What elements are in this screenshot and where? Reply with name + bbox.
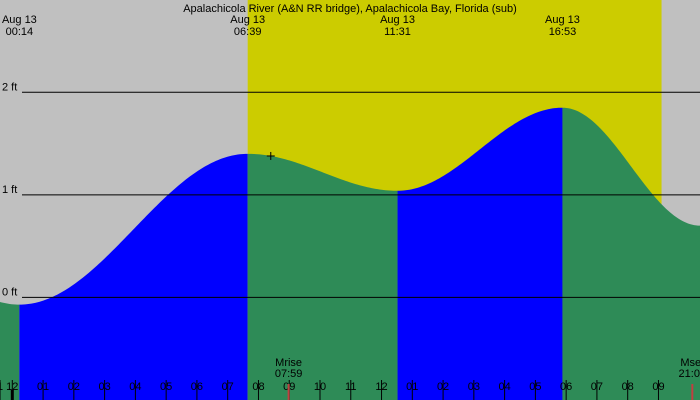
hour-tick-label: 01 <box>37 381 49 393</box>
hour-tick-label: 08 <box>622 381 634 393</box>
moon-event-time: 21:06 <box>679 368 700 380</box>
y-gridlines: 0 ft 1 ft 2 ft <box>2 81 700 298</box>
moon-event-name: Mset <box>680 357 700 369</box>
y-tick-label: 0 ft <box>2 286 17 298</box>
extreme-time-label: 11:31 <box>384 26 411 38</box>
extreme-time-label: 00:14 <box>6 26 34 38</box>
hour-tick-label: 01 <box>406 381 418 393</box>
hour-tick-label: 05 <box>160 381 172 393</box>
hour-tick-label: 05 <box>529 381 541 393</box>
hour-tick-label: 03 <box>98 381 110 393</box>
hour-tick-label: 07 <box>222 381 234 393</box>
y-tick-label: 1 ft <box>2 184 17 196</box>
extreme-date-label: Aug 13 <box>545 14 580 26</box>
hour-tick-label: 03 <box>468 381 480 393</box>
hour-tick-label: 12 <box>375 381 387 393</box>
extreme-date-label: Aug 13 <box>2 14 37 26</box>
tide-area <box>0 107 700 400</box>
hour-tick-label: 02 <box>68 381 80 393</box>
hour-tick-label: 06 <box>191 381 203 393</box>
extreme-time-label: 06:39 <box>234 26 262 38</box>
moon-event-name: Mrise <box>275 357 302 369</box>
hour-tick-label: 04 <box>498 381 510 393</box>
current-time-marker <box>266 151 275 160</box>
hour-tick-label: 06 <box>560 381 572 393</box>
extreme-time-label: 16:53 <box>549 26 577 38</box>
hour-tick-label: 09 <box>652 381 664 393</box>
moon-event-time: 07:59 <box>275 368 303 380</box>
hour-tick-label: 1 <box>0 381 3 393</box>
flood-segment <box>19 153 248 400</box>
ebb-segment <box>562 107 700 400</box>
hour-tick-label: 08 <box>252 381 264 393</box>
hour-tick-label: 07 <box>591 381 603 393</box>
hour-tick-label: 04 <box>129 381 141 393</box>
hour-tick-label: 02 <box>437 381 449 393</box>
extreme-date-label: Aug 13 <box>230 14 265 26</box>
flood-segment <box>397 107 563 400</box>
extreme-date-label: Aug 13 <box>380 14 415 26</box>
chart-title: Apalachicola River (A&N RR bridge), Apal… <box>183 3 517 15</box>
hour-tick-label: 12 <box>6 381 18 393</box>
x-axis-ticks: 1120102030405060708091011120102030405060… <box>0 380 665 400</box>
hour-tick-label: 10 <box>314 381 326 393</box>
hour-tick-label: 11 <box>345 381 356 393</box>
ebb-segment <box>247 153 398 400</box>
y-tick-label: 2 ft <box>2 81 17 93</box>
ebb-segment <box>0 301 20 400</box>
